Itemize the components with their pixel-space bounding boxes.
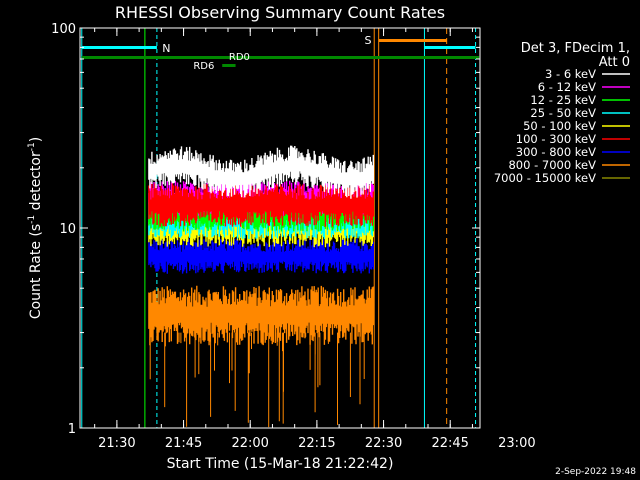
x-tick-label-5: 22:45 — [431, 436, 468, 451]
series-7 — [148, 285, 374, 428]
n-flag-bar-2 — [424, 46, 476, 49]
y-axis-label-part3: ) — [28, 137, 44, 142]
series-spikes-7 — [149, 332, 365, 428]
legend-label-7: 800 - 7000 keV — [508, 158, 596, 172]
y-axis-label: Count Rate (s-1 detector-1) — [27, 137, 44, 319]
series-band-7 — [148, 285, 374, 346]
rd0-label: RD0 — [229, 52, 250, 63]
series-6 — [148, 238, 374, 274]
n-flag-bar — [81, 46, 157, 49]
y-axis-label-part1: Count Rate (s — [28, 224, 44, 319]
y-axis-label-sup2: -1 — [27, 142, 37, 151]
footer-date: 2-Sep-2022 19:48 — [555, 467, 636, 477]
y-axis-label-sup1: -1 — [27, 215, 37, 224]
series-band-5 — [148, 183, 374, 227]
legend-label-1: 6 - 12 keV — [538, 80, 596, 94]
x-tick-label-3: 22:15 — [298, 436, 335, 451]
x-tick-label-0: 21:30 — [98, 436, 135, 451]
y-axis-ticks: 1 10 100 — [51, 22, 480, 437]
s-flag-label: S — [364, 34, 371, 47]
plot-area — [81, 28, 477, 428]
legend-label-0: 3 - 6 keV — [545, 67, 596, 81]
rd0-bar — [81, 56, 480, 59]
legend-label-3: 25 - 50 keV — [530, 106, 596, 120]
plot-frame — [79, 27, 481, 429]
flag-bars: N S RD0 RD6 — [81, 34, 480, 72]
x-tick-label-1: 21:45 — [165, 436, 202, 451]
s-flag-bar — [378, 39, 447, 42]
legend-header-line2: Att 0 — [599, 55, 630, 70]
x-axis-label: Start Time (15-Mar-18 21:22:42) — [167, 456, 394, 472]
chart-title: RHESSI Observing Summary Count Rates — [115, 3, 445, 22]
rd6-bar — [222, 64, 236, 67]
x-axis-ticks: 21:30 21:45 22:00 22:15 22:30 22:45 23:00 — [94, 28, 536, 451]
series-5 — [148, 183, 374, 227]
legend-header-line1: Det 3, FDecim 1, — [521, 41, 630, 56]
x-tick-label-4: 22:30 — [365, 436, 402, 451]
rd6-label: RD6 — [193, 61, 214, 72]
series-0 — [148, 145, 374, 199]
y-tick-label-2: 100 — [51, 22, 76, 37]
legend-label-6: 300 - 800 keV — [516, 145, 596, 159]
y-tick-label-0: 1 — [68, 422, 76, 437]
legend-label-4: 50 - 100 keV — [523, 119, 596, 133]
legend-label-8: 7000 - 15000 keV — [494, 171, 596, 185]
legend-label-5: 100 - 300 keV — [516, 132, 596, 146]
x-tick-label-6: 23:00 — [498, 436, 535, 451]
legend-label-2: 12 - 25 keV — [530, 93, 596, 107]
series-band-6 — [148, 238, 374, 274]
n-flag-label: N — [162, 42, 170, 55]
series-band-0 — [148, 145, 374, 199]
x-tick-label-2: 22:00 — [231, 436, 268, 451]
y-axis-label-part2: detector — [28, 151, 44, 215]
y-tick-label-1: 10 — [59, 222, 76, 237]
